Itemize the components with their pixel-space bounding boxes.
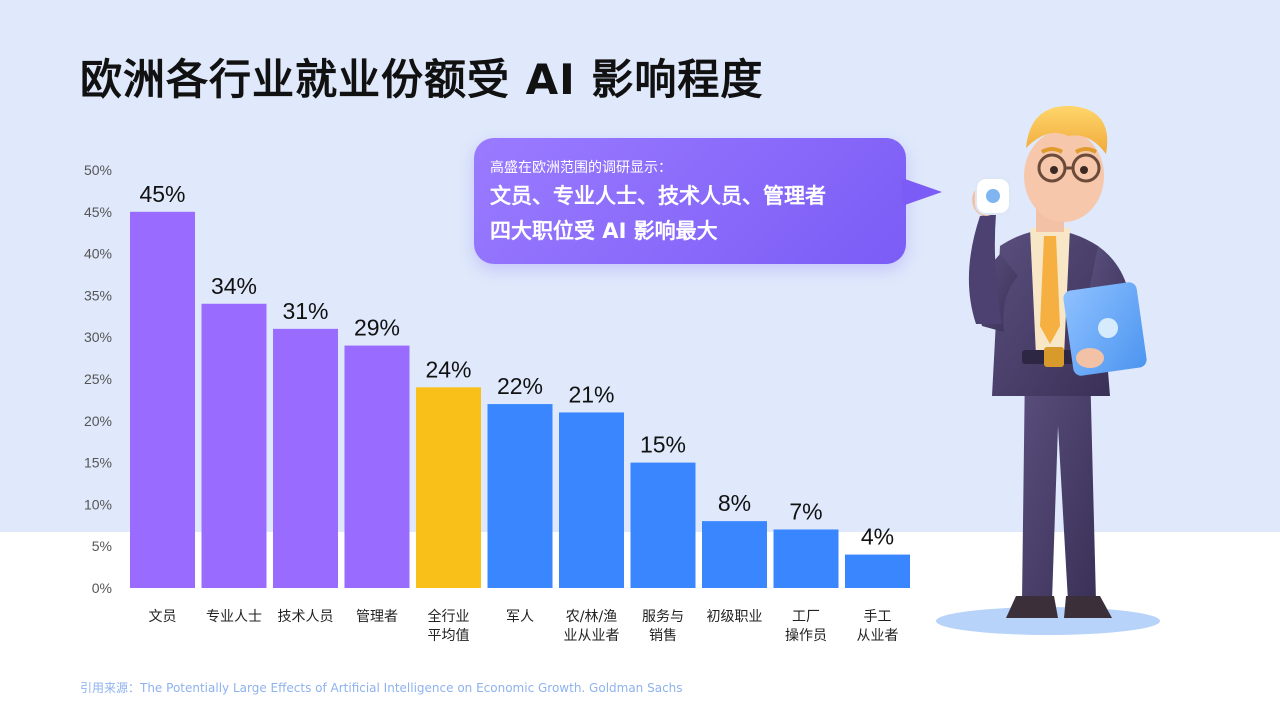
left-shoe	[1006, 596, 1058, 618]
bar-chart: 0% 5% 10% 15% 20% 25% 30% 35% 40% 45% 50% 45% 文员 34% 专…	[84, 162, 910, 644]
x-category-label: 服务与	[642, 609, 684, 625]
bar-value-label: 24%	[425, 356, 471, 382]
trousers	[1022, 366, 1096, 601]
bar	[344, 345, 410, 588]
businessman-illustration	[936, 105, 1160, 635]
bar-value-label: 21%	[568, 381, 614, 407]
right-shoe	[1064, 596, 1112, 618]
bar-value-label: 15%	[640, 432, 686, 458]
x-category-label: 文员	[149, 609, 177, 625]
y-tick-label: 5%	[92, 538, 112, 554]
callout-line-2: 四大职位受 AI 影响最大	[490, 219, 718, 243]
x-category-label: 管理者	[356, 609, 398, 625]
bar	[130, 211, 195, 589]
callout-bubble: 高盛在欧洲范围的调研显示： 文员、专业人士、技术人员、管理者 四大职位受 AI …	[474, 138, 906, 264]
x-category-label: 农/林/渔	[566, 609, 617, 625]
bar	[201, 303, 267, 588]
bar	[273, 328, 338, 588]
bar-value-label: 8%	[718, 490, 751, 516]
bar	[773, 529, 839, 588]
y-tick-label: 0%	[92, 580, 112, 596]
page-title: 欧洲各行业就业份额受 AI 影响程度	[80, 55, 764, 104]
bar	[416, 387, 481, 588]
x-category-label: 操作员	[785, 628, 827, 644]
folder-logo	[1098, 318, 1118, 338]
y-tick-label: 10%	[84, 496, 112, 512]
y-tick-label: 40%	[84, 246, 112, 262]
bar-value-label: 34%	[211, 273, 257, 299]
tie	[1040, 236, 1060, 344]
x-category-label: 平均值	[428, 628, 470, 644]
x-category-label: 业从业者	[564, 628, 620, 644]
bar-value-label: 31%	[282, 298, 328, 324]
source-citation: 引用来源：The Potentially Large Effects of Ar…	[80, 681, 683, 695]
x-category-label: 技术人员	[278, 609, 334, 625]
bar-value-label: 29%	[354, 315, 400, 341]
y-tick-label: 20%	[84, 413, 112, 429]
callout-tail	[902, 178, 942, 206]
cup-logo	[986, 189, 1000, 203]
bar-value-label: 22%	[497, 373, 543, 399]
x-category-label: 初级职业	[707, 608, 763, 625]
bar-value-label: 45%	[139, 181, 185, 207]
y-tick-label: 25%	[84, 371, 112, 387]
belt-buckle	[1044, 347, 1064, 367]
y-tick-label: 15%	[84, 455, 112, 471]
hair	[1026, 105, 1108, 154]
bar	[559, 412, 624, 588]
right-hand	[1076, 348, 1104, 368]
left-forearm	[968, 214, 1002, 324]
y-tick-label: 45%	[84, 204, 112, 220]
x-category-label: 军人	[506, 609, 534, 625]
y-tick-label: 50%	[84, 162, 112, 178]
x-category-label: 工厂	[792, 609, 820, 625]
callout-line-1: 文员、专业人士、技术人员、管理者	[490, 184, 826, 208]
callout-subtitle: 高盛在欧洲范围的调研显示：	[490, 160, 672, 176]
bar	[845, 554, 910, 588]
x-category-label: 全行业	[428, 608, 470, 625]
y-tick-label: 30%	[84, 329, 112, 345]
x-category-label: 专业人士	[206, 609, 262, 625]
x-category-label: 从业者	[857, 628, 899, 644]
y-tick-label: 35%	[84, 287, 112, 303]
bar	[487, 404, 553, 588]
bar	[630, 462, 696, 588]
bar	[702, 521, 767, 588]
bar-value-label: 7%	[789, 498, 822, 524]
x-category-label: 手工	[864, 609, 892, 625]
bar-value-label: 4%	[861, 524, 894, 550]
x-category-label: 销售	[649, 628, 677, 644]
